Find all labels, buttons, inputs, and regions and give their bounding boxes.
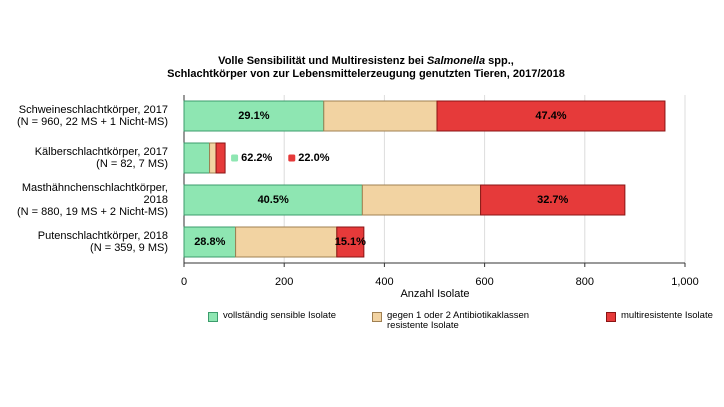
legend-swatch (372, 312, 382, 322)
title-part: Salmonella (427, 55, 485, 67)
bar-segment (436, 100, 666, 132)
y-tick-label: Schweineschlachtkörper, 2017 (N = 960, 22… (17, 104, 168, 128)
y-tick-label-line: (N = 359, 9 MS) (90, 242, 168, 254)
x-axis-label: Anzahl Isolate (400, 288, 469, 300)
value-label: 47.4% (535, 110, 566, 122)
y-tick-label-line: Schweineschlachtkörper, 2017 (19, 104, 168, 116)
y-tick-label: Masthähnchenschlachtkörper, 2018 (N = 880,… (17, 182, 168, 218)
x-tick-label: 400 (375, 276, 393, 288)
title-part: spp., (485, 55, 514, 67)
y-tick-label: Kälberschlachtkörper, 2017 (N = 82, 7 MS) (35, 146, 168, 170)
value-label: 62.2% (241, 152, 272, 164)
y-tick-label-line: 2018 (144, 194, 168, 206)
y-tick-label-line: (N = 82, 7 MS) (96, 158, 168, 170)
y-tick-label-line: Masthähnchenschlachtkörper, (22, 182, 168, 194)
y-tick-label: Putenschlachtkörper, 2018 (N = 359, 9 MS) (38, 230, 168, 254)
y-tick-label-line: Kälberschlachtkörper, 2017 (35, 146, 168, 158)
x-tick-label: 200 (275, 276, 293, 288)
y-tick-label-line: (N = 880, 19 MS + 2 Nicht-MS) (17, 206, 168, 218)
legend-swatch (208, 312, 218, 322)
bar-segment (323, 100, 438, 132)
value-label: 15.1% (335, 236, 366, 248)
label-swatch (231, 154, 239, 162)
legend-swatch (606, 312, 616, 322)
bar-segment (480, 184, 626, 216)
bar-segment (361, 184, 482, 216)
legend-item: gegen 1 oder 2 Antibiotikaklassen resist… (372, 311, 542, 331)
chart-subtitle: Schlachtkörper von zur Lebensmittelerzeu… (167, 68, 565, 80)
x-tick-label: 1,000 (671, 276, 699, 288)
label-swatch (288, 154, 296, 162)
value-label: 28.8% (194, 236, 225, 248)
value-label: 22.0% (298, 152, 329, 164)
legend-label: multiresistente Isolate (621, 310, 713, 321)
legend-label: vollständig sensible Isolate (223, 310, 337, 321)
x-tick-label: 600 (475, 276, 493, 288)
value-label: 40.5% (258, 194, 289, 206)
legend-item: multiresistente Isolate (606, 311, 724, 322)
bar-segment (215, 142, 226, 174)
title-part: Volle Sensibilität und Multiresistenz be… (218, 55, 427, 67)
bar-segment (183, 184, 363, 216)
bar-segment (336, 226, 365, 258)
bar-segment (235, 226, 338, 258)
x-tick-label: 800 (576, 276, 594, 288)
value-label: 32.7% (537, 194, 568, 206)
bar-segment (209, 142, 217, 174)
y-tick-label-line: Putenschlachtkörper, 2018 (38, 230, 168, 242)
x-tick-label: 0 (181, 276, 187, 288)
y-tick-label-line: (N = 960, 22 MS + 1 Nicht-MS) (17, 116, 168, 128)
legend-item: vollständig sensible Isolate (208, 311, 358, 322)
legend-label: gegen 1 oder 2 Antibiotikaklassen resist… (387, 310, 530, 331)
bar-segment (183, 142, 211, 174)
chart-title: Volle Sensibilität und Multiresistenz be… (218, 55, 514, 67)
value-label: 29.1% (238, 110, 269, 122)
